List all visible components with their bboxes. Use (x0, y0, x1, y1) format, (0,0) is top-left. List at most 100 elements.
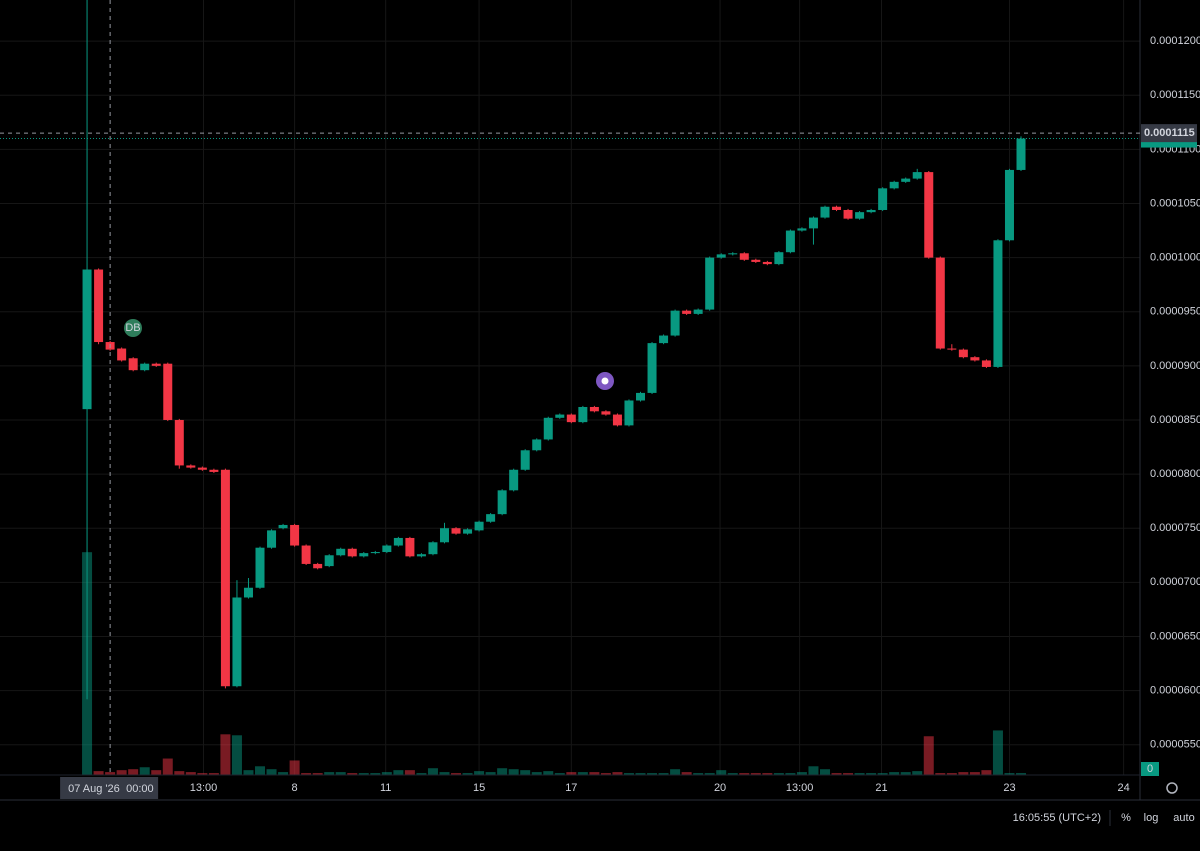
volume-bar (866, 773, 877, 775)
candle-body (566, 414, 576, 423)
x-tick-label: 24 (1118, 782, 1130, 794)
candle-body (612, 414, 622, 426)
volume-bar (877, 773, 888, 775)
volume-bar (289, 760, 300, 775)
volume-bar (935, 773, 946, 775)
volume-bar (635, 773, 646, 775)
candle-body (682, 310, 692, 314)
volume-bar (577, 772, 588, 775)
x-tick-label: 8 (292, 782, 298, 794)
y-tick-label: 0.0000950 (1150, 306, 1200, 318)
candle-body (301, 545, 311, 564)
volume-bar (739, 773, 750, 775)
volume-bar (312, 773, 323, 775)
volume-bar (208, 773, 219, 775)
candle-body (935, 257, 945, 349)
volume-bar (566, 772, 577, 775)
candle-body (232, 597, 242, 687)
volume-bar (670, 769, 681, 775)
volume-bar (796, 772, 807, 775)
volume-bar (393, 770, 404, 775)
volume-bar (462, 773, 473, 775)
percent-toggle[interactable]: % (1121, 812, 1131, 824)
candle-body (474, 521, 484, 531)
overlay-layer: 0 0.0001115 07 Aug '26 00:00 DB (0, 0, 1197, 799)
volume-bar (658, 773, 669, 775)
log-toggle[interactable]: log (1144, 812, 1159, 824)
volume-bar (946, 773, 957, 775)
candle-body (774, 252, 784, 265)
x-tick-label: 15 (473, 782, 485, 794)
candle-body (520, 450, 530, 470)
candle-body (589, 406, 599, 412)
volume-bar (439, 772, 450, 775)
x-tick-label: 13:00 (786, 782, 814, 794)
y-tick-label: 0.0000650 (1150, 630, 1200, 642)
volume-bar (704, 773, 715, 775)
volume-bar (600, 773, 611, 775)
candle-body (739, 253, 749, 260)
candle-body (924, 172, 934, 258)
y-tick-label: 0.0001150 (1150, 89, 1200, 101)
volume-bar (750, 773, 761, 775)
candle-body (901, 178, 911, 182)
volume-bar (370, 773, 381, 775)
x-tick-label: 17 (565, 782, 577, 794)
y-tick-label: 0.0000800 (1150, 468, 1200, 480)
volume-bar (992, 730, 1003, 775)
candle-body (578, 406, 588, 423)
y-tick-label: 0.0000600 (1150, 684, 1200, 696)
volume-bar (416, 773, 427, 775)
volume-bar (681, 772, 692, 775)
y-tick-label: 0.0001000 (1150, 252, 1200, 264)
volume-bar (900, 772, 911, 775)
y-tick-label: 0.0000700 (1150, 576, 1200, 588)
candle-body (947, 348, 957, 350)
candle-body (359, 553, 369, 557)
candle-body (163, 363, 173, 420)
candle-body (693, 309, 703, 314)
candle-body (820, 206, 830, 218)
volume-bar (808, 766, 819, 775)
volume-bar (358, 773, 369, 775)
candle-body (140, 363, 150, 371)
volume-bar (647, 773, 658, 775)
y-tick-label: 0.0000850 (1150, 414, 1200, 426)
volume-bar (623, 773, 634, 775)
candle-body (624, 400, 634, 426)
candle-body (336, 548, 346, 556)
candle-body (278, 524, 288, 529)
candle-body (439, 528, 449, 543)
volume-bar (958, 772, 969, 775)
volume-bar (335, 772, 346, 775)
volume-bar (266, 769, 277, 775)
volume-bar (693, 773, 704, 775)
candle-body (716, 254, 726, 258)
candle-body (785, 230, 795, 253)
volume-bar (301, 773, 312, 775)
candle-body (728, 253, 738, 255)
volume-bar (854, 773, 865, 775)
settings-icon[interactable] (1166, 782, 1178, 794)
annotation-label: DB (125, 322, 140, 334)
volume-bar (427, 768, 438, 775)
x-tick-label: 23 (1003, 782, 1015, 794)
y-tick-label: 0.0000900 (1150, 360, 1200, 372)
candle-body (290, 524, 300, 546)
volume-bar (843, 773, 854, 775)
volume-bar (197, 773, 208, 775)
x-tick-label: 21 (875, 782, 887, 794)
candle-body (186, 465, 196, 468)
grid (0, 0, 1140, 775)
volume-last-box (1141, 762, 1159, 776)
volume-bar (508, 769, 519, 775)
candle-body (751, 259, 761, 262)
volume-bar (151, 770, 162, 775)
candle-body (636, 392, 646, 401)
candle-body (313, 563, 323, 569)
volume-bar (185, 772, 196, 775)
volume-bar (128, 769, 139, 775)
auto-toggle[interactable]: auto (1173, 812, 1194, 824)
candle-body (117, 348, 127, 361)
